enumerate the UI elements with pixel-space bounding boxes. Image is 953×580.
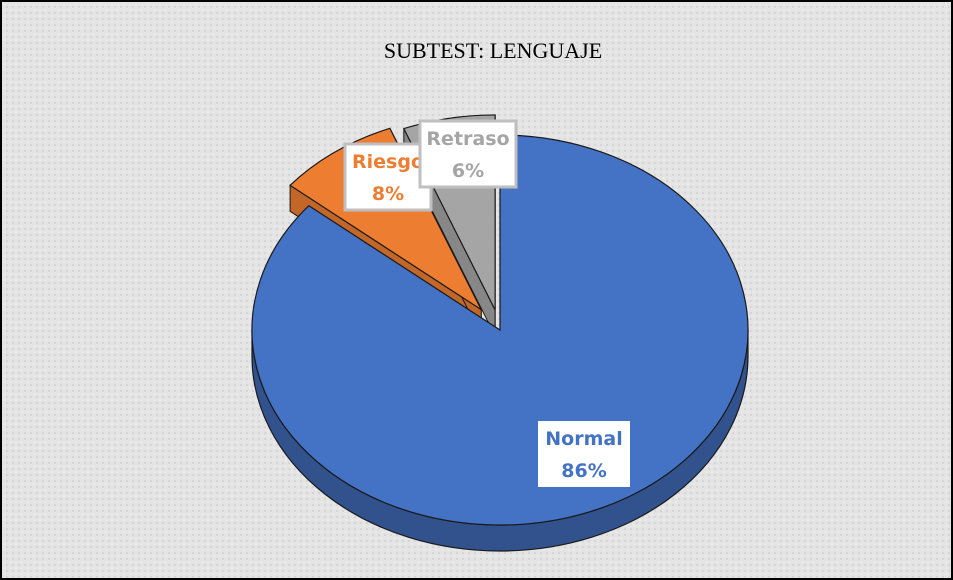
label-category: Normal: [545, 428, 622, 450]
data-label: Retraso 6%: [418, 119, 518, 189]
chart-title: SUBTEST: LENGUAJE: [384, 38, 602, 63]
label-box: [343, 142, 433, 212]
label-category: Riesgo: [352, 151, 424, 173]
label-box: [538, 421, 630, 487]
label-box: [418, 119, 518, 189]
label-category: Retraso: [426, 128, 509, 150]
pie-slice: [289, 127, 483, 312]
label-value: 6%: [452, 160, 484, 182]
label-value: 86%: [561, 460, 606, 482]
label-value: 8%: [372, 183, 404, 205]
data-label: Riesgo 8%: [343, 142, 433, 212]
data-label: Normal 86%: [538, 421, 630, 487]
